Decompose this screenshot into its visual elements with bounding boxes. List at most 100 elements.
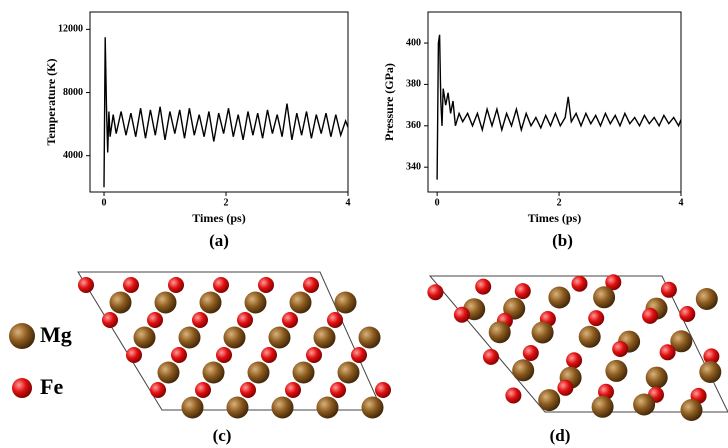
mg-atom bbox=[157, 361, 180, 384]
mg-atom bbox=[680, 399, 703, 421]
fe-atom bbox=[192, 312, 208, 328]
fe-atom bbox=[453, 306, 470, 323]
mg-atom bbox=[548, 286, 571, 309]
fe-atom bbox=[427, 284, 444, 301]
fe-atom bbox=[171, 347, 187, 363]
mg-atom bbox=[488, 321, 511, 344]
fe-atom bbox=[598, 383, 614, 400]
mg-atom bbox=[154, 291, 177, 314]
fe-atom bbox=[659, 344, 676, 361]
mg-atom bbox=[244, 291, 267, 314]
fe-atom bbox=[557, 379, 574, 396]
panel-label: (c) bbox=[213, 426, 232, 445]
fe-atom bbox=[126, 347, 142, 363]
mg-atom bbox=[512, 359, 535, 382]
mg-atom bbox=[591, 395, 614, 418]
y-axis-label: Temperature (K) bbox=[44, 59, 58, 146]
fe-atom bbox=[483, 348, 499, 365]
fe-atom bbox=[216, 347, 232, 363]
mg-atom bbox=[633, 393, 656, 416]
legend-label: Mg bbox=[40, 322, 72, 347]
panel-label: (b) bbox=[552, 231, 573, 250]
mg-atom bbox=[109, 291, 132, 314]
fe-atom bbox=[566, 352, 583, 369]
mg-atom bbox=[181, 396, 204, 419]
fe-atom bbox=[78, 277, 94, 293]
fe-atom bbox=[306, 347, 322, 363]
legend-mg-swatch bbox=[9, 323, 35, 349]
x-tick-label: 4 bbox=[679, 197, 684, 208]
fe-atom bbox=[282, 312, 298, 328]
plot-frame bbox=[427, 11, 682, 193]
y-axis-label: Pressure (GPa) bbox=[382, 63, 396, 141]
x-tick-label: 0 bbox=[102, 197, 107, 208]
fe-atom bbox=[351, 347, 367, 363]
fe-atom bbox=[522, 345, 539, 361]
mg-atom bbox=[271, 396, 294, 419]
mg-atom bbox=[605, 359, 628, 382]
fe-atom bbox=[642, 307, 659, 324]
y-tick-label: 360 bbox=[406, 120, 421, 131]
mg-atom bbox=[337, 361, 360, 384]
mg-atom bbox=[361, 396, 384, 419]
y-tick-label: 340 bbox=[406, 161, 421, 172]
x-tick-label: 4 bbox=[346, 197, 351, 208]
fe-atom bbox=[237, 312, 253, 328]
fe-atom bbox=[514, 283, 531, 300]
mg-atom bbox=[578, 325, 601, 348]
data-line bbox=[103, 37, 349, 188]
mg-atom bbox=[695, 288, 718, 310]
plot-frame bbox=[89, 11, 349, 193]
y-tick-label: 12000 bbox=[58, 24, 83, 35]
mg-atom bbox=[334, 291, 357, 314]
panel-label: (d) bbox=[550, 426, 571, 445]
fe-atom bbox=[679, 306, 696, 322]
fe-atom bbox=[612, 341, 629, 357]
fe-atom bbox=[150, 382, 166, 398]
mg-atom bbox=[593, 286, 616, 309]
fe-atom bbox=[147, 312, 163, 328]
fe-atom bbox=[605, 274, 622, 291]
mg-atom bbox=[199, 291, 222, 314]
fe-atom bbox=[123, 277, 139, 293]
mg-atom bbox=[223, 326, 246, 349]
fe-atom bbox=[102, 312, 118, 328]
atoms bbox=[78, 274, 722, 421]
cell-outline bbox=[428, 275, 728, 413]
fe-atom bbox=[505, 387, 522, 404]
mg-atom bbox=[313, 326, 336, 349]
legend-label: Fe bbox=[40, 374, 63, 399]
y-tick-label: 4000 bbox=[63, 150, 83, 161]
mg-atom bbox=[699, 361, 722, 383]
x-tick-label: 2 bbox=[224, 197, 229, 208]
fe-atom bbox=[375, 382, 391, 398]
fe-atom bbox=[168, 277, 184, 293]
fe-atom bbox=[327, 312, 343, 328]
x-tick-label: 2 bbox=[557, 197, 562, 208]
mg-atom bbox=[531, 321, 554, 344]
x-axis-label: Times (ps) bbox=[192, 211, 245, 225]
mg-atom bbox=[358, 326, 381, 349]
mg-atom bbox=[670, 330, 693, 353]
mg-atom bbox=[226, 396, 249, 419]
fe-atom bbox=[475, 278, 492, 295]
y-tick-label: 8000 bbox=[63, 87, 83, 98]
mg-atom bbox=[645, 366, 668, 389]
mg-atom bbox=[292, 361, 315, 384]
fe-atom bbox=[261, 347, 277, 363]
mg-atom bbox=[316, 396, 339, 419]
fe-atom bbox=[330, 382, 346, 398]
fe-atom bbox=[213, 277, 229, 293]
fe-atom bbox=[303, 277, 319, 293]
fe-atom bbox=[703, 348, 720, 365]
fe-atom bbox=[195, 382, 211, 398]
x-tick-label: 0 bbox=[435, 197, 440, 208]
mg-atom bbox=[202, 361, 225, 384]
fe-atom bbox=[571, 275, 588, 292]
y-tick-label: 400 bbox=[406, 37, 421, 48]
fe-atom bbox=[588, 310, 605, 327]
fe-atom bbox=[240, 382, 256, 398]
mg-atom bbox=[538, 389, 561, 412]
fe-atom bbox=[258, 277, 274, 293]
